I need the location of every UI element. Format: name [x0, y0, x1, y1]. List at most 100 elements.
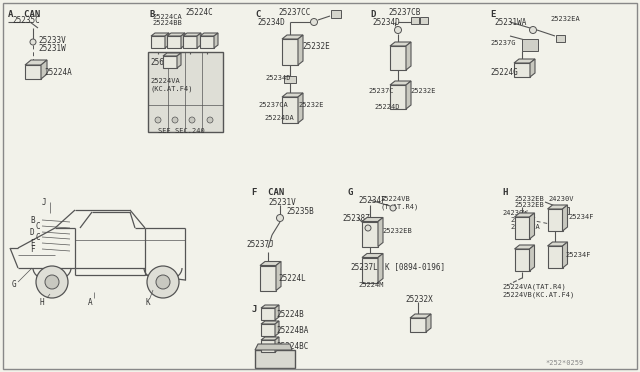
Text: 25224A: 25224A: [44, 68, 72, 77]
Text: 25237CB: 25237CB: [388, 8, 420, 17]
Polygon shape: [547, 242, 568, 246]
Polygon shape: [261, 337, 279, 340]
Text: 25224V: 25224V: [510, 217, 536, 223]
Bar: [255, 350, 295, 368]
Text: 25224D: 25224D: [374, 104, 399, 110]
Polygon shape: [275, 337, 279, 352]
Bar: [282, 97, 298, 123]
Polygon shape: [214, 33, 218, 48]
Polygon shape: [378, 218, 383, 247]
Text: 25232E: 25232E: [302, 42, 330, 51]
Polygon shape: [390, 81, 411, 85]
Polygon shape: [261, 321, 279, 324]
Polygon shape: [275, 321, 279, 336]
Text: 25232EA: 25232EA: [550, 16, 580, 22]
Text: C: C: [36, 233, 40, 242]
Text: 25237CA: 25237CA: [258, 102, 288, 108]
Circle shape: [147, 266, 179, 298]
Polygon shape: [282, 93, 303, 97]
Circle shape: [156, 275, 170, 289]
Text: 25232EB: 25232EB: [514, 202, 544, 208]
Polygon shape: [529, 213, 534, 239]
Text: 25234F: 25234F: [568, 214, 593, 220]
Text: 25224BC: 25224BC: [276, 342, 308, 351]
Text: H: H: [502, 188, 508, 197]
Circle shape: [189, 117, 195, 123]
Circle shape: [155, 117, 161, 123]
Text: 25234D: 25234D: [265, 75, 291, 81]
Polygon shape: [183, 33, 201, 36]
Text: 25224L: 25224L: [278, 274, 306, 283]
Polygon shape: [282, 35, 303, 39]
Text: 25237C: 25237C: [368, 88, 394, 94]
Polygon shape: [298, 35, 303, 65]
Text: 25224M: 25224M: [358, 282, 383, 288]
Text: 25238Z: 25238Z: [342, 214, 370, 223]
Text: 25224VB: 25224VB: [380, 196, 410, 202]
Polygon shape: [515, 245, 534, 249]
Bar: [25, 65, 41, 79]
Text: H: H: [40, 298, 45, 307]
Polygon shape: [298, 93, 303, 123]
Bar: [547, 209, 563, 231]
Text: 25224BA: 25224BA: [276, 326, 308, 335]
Text: 25224DA: 25224DA: [264, 115, 294, 121]
Text: 25231W: 25231W: [38, 44, 66, 53]
Polygon shape: [25, 60, 47, 65]
Bar: [261, 308, 275, 320]
Text: 25232EB: 25232EB: [514, 196, 544, 202]
Bar: [559, 206, 568, 214]
Circle shape: [36, 266, 68, 298]
Text: K [0894-0196]: K [0894-0196]: [385, 262, 445, 271]
Text: C: C: [36, 222, 40, 231]
Polygon shape: [522, 39, 538, 51]
Circle shape: [529, 26, 536, 33]
Polygon shape: [197, 33, 201, 48]
Text: E: E: [490, 10, 495, 19]
Polygon shape: [410, 314, 431, 318]
Bar: [200, 36, 214, 48]
Text: J: J: [42, 198, 47, 207]
Bar: [362, 257, 378, 282]
Text: 25234D: 25234D: [372, 18, 400, 27]
Text: (T.AT.R4): (T.AT.R4): [380, 203, 419, 209]
Text: 25231WA: 25231WA: [494, 18, 526, 27]
Text: 25232EB: 25232EB: [382, 228, 412, 234]
Circle shape: [207, 117, 213, 123]
Polygon shape: [406, 81, 411, 109]
Text: 25234D: 25234D: [257, 18, 285, 27]
Text: 25224G: 25224G: [490, 68, 518, 77]
Bar: [260, 266, 276, 291]
Text: B: B: [150, 10, 156, 19]
Text: 25224VA(TAT.R4): 25224VA(TAT.R4): [502, 284, 566, 291]
Polygon shape: [547, 205, 568, 209]
Text: 24230W: 24230W: [502, 210, 527, 216]
Text: 25237L: 25237L: [350, 263, 378, 272]
Text: K: K: [145, 298, 150, 307]
Polygon shape: [165, 33, 169, 48]
Polygon shape: [200, 33, 218, 36]
Bar: [148, 52, 223, 132]
Bar: [514, 63, 530, 77]
Text: 25234F: 25234F: [358, 196, 386, 205]
Text: 25224BB: 25224BB: [152, 20, 182, 26]
Polygon shape: [163, 53, 181, 56]
Bar: [556, 35, 564, 42]
Circle shape: [310, 19, 317, 26]
Text: 25234F: 25234F: [565, 252, 591, 258]
Polygon shape: [177, 53, 181, 68]
Polygon shape: [181, 33, 185, 48]
Text: D: D: [370, 10, 376, 19]
Bar: [390, 46, 406, 70]
Text: 25232E: 25232E: [298, 102, 323, 108]
Text: 24230V: 24230V: [548, 196, 573, 202]
Bar: [410, 318, 426, 332]
Circle shape: [30, 39, 36, 45]
Bar: [261, 324, 275, 336]
Circle shape: [390, 205, 396, 211]
Text: 25232X: 25232X: [405, 295, 433, 304]
Circle shape: [365, 225, 371, 231]
Bar: [515, 249, 529, 271]
Bar: [167, 36, 181, 48]
Circle shape: [45, 275, 59, 289]
